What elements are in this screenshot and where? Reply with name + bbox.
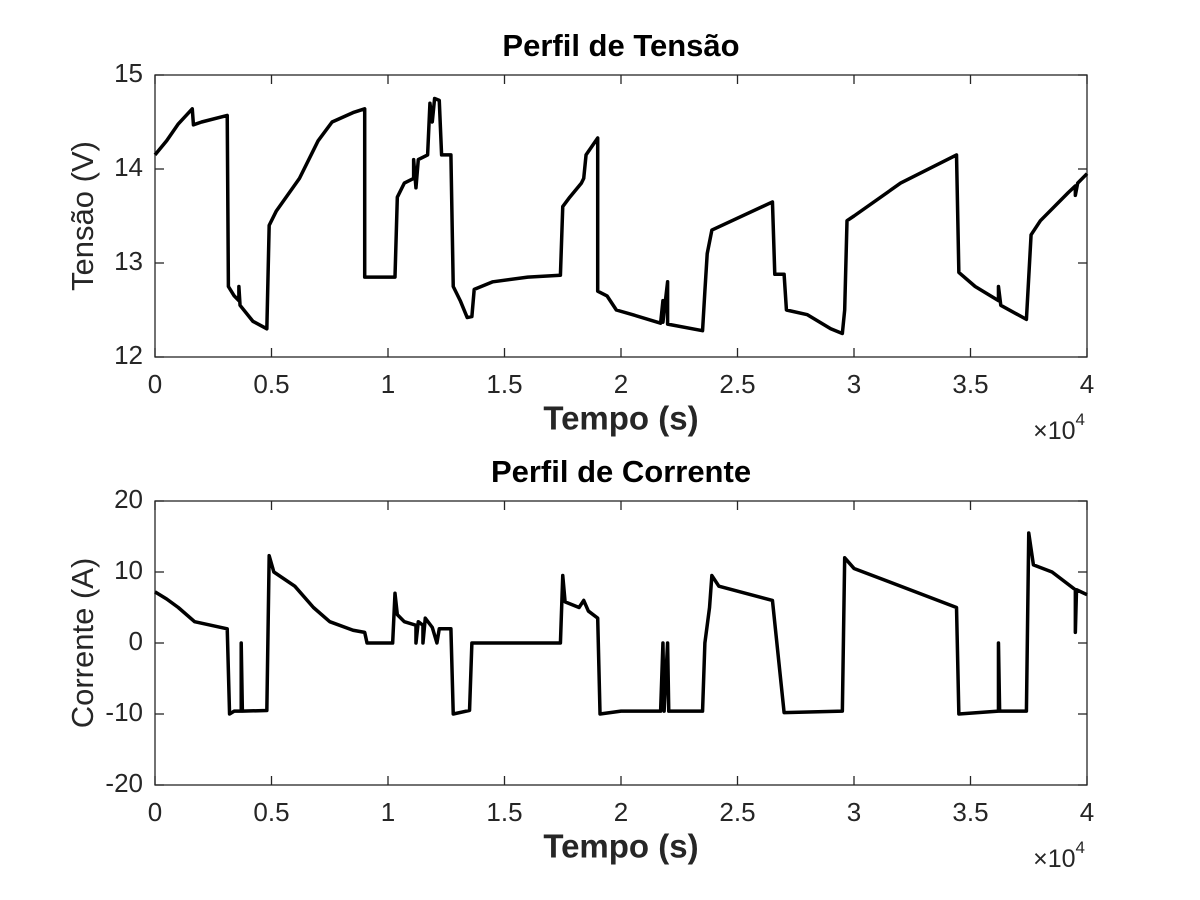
axes-box	[154, 500, 1088, 786]
x-tick-label: 0	[148, 797, 162, 827]
y-axis-label: Corrente (A)	[65, 558, 100, 729]
x-multiplier-base: ×10	[1033, 417, 1075, 445]
x-tick-label: 1.5	[486, 797, 522, 827]
y-tick-label: 0	[129, 626, 143, 656]
x-tick-label: 2	[614, 369, 628, 399]
y-tick-label: 15	[114, 58, 143, 88]
data-line	[154, 531, 1088, 716]
y-tick-label: 20	[114, 484, 143, 514]
x-multiplier-exponent: 4	[1076, 838, 1085, 857]
x-tick-label: 0.5	[253, 797, 289, 827]
x-multiplier-base: ×10	[1033, 845, 1075, 873]
x-tick-label: 3.5	[952, 369, 988, 399]
x-tick-label: 1.5	[486, 369, 522, 399]
x-axis-label: Tempo (s)	[543, 828, 698, 865]
x-multiplier-exponent: 4	[1076, 410, 1085, 429]
y-tick-label: -10	[105, 697, 143, 727]
y-tick-label: 14	[114, 152, 143, 182]
x-tick-label: 2	[614, 797, 628, 827]
x-tick-label: 1	[381, 369, 395, 399]
x-tick-label: 3	[847, 797, 861, 827]
x-tick-label: 3	[847, 369, 861, 399]
data-line	[153, 96, 1089, 336]
x-axis-label: Tempo (s)	[543, 400, 698, 437]
x-tick-label: 2.5	[719, 797, 755, 827]
x-tick-label: 4	[1080, 369, 1094, 399]
chart-title: Perfil de Tensão	[502, 28, 739, 63]
x-tick-label: 0.5	[253, 369, 289, 399]
x-tick-label: 3.5	[952, 797, 988, 827]
y-tick-label: 10	[114, 555, 143, 585]
x-tick-label: 4	[1080, 797, 1094, 827]
y-axis-label: Tensão (V)	[65, 141, 100, 291]
y-tick-label: -20	[105, 768, 143, 798]
axes-box	[154, 74, 1088, 358]
x-tick-label: 1	[381, 797, 395, 827]
x-multiplier: ×104	[1033, 410, 1085, 444]
x-tick-label: 0	[148, 369, 162, 399]
x-tick-label: 2.5	[719, 369, 755, 399]
y-tick-label: 12	[114, 340, 143, 370]
chart-title: Perfil de Corrente	[491, 454, 751, 489]
y-tick-label: 13	[114, 246, 143, 276]
x-multiplier: ×104	[1033, 838, 1085, 872]
